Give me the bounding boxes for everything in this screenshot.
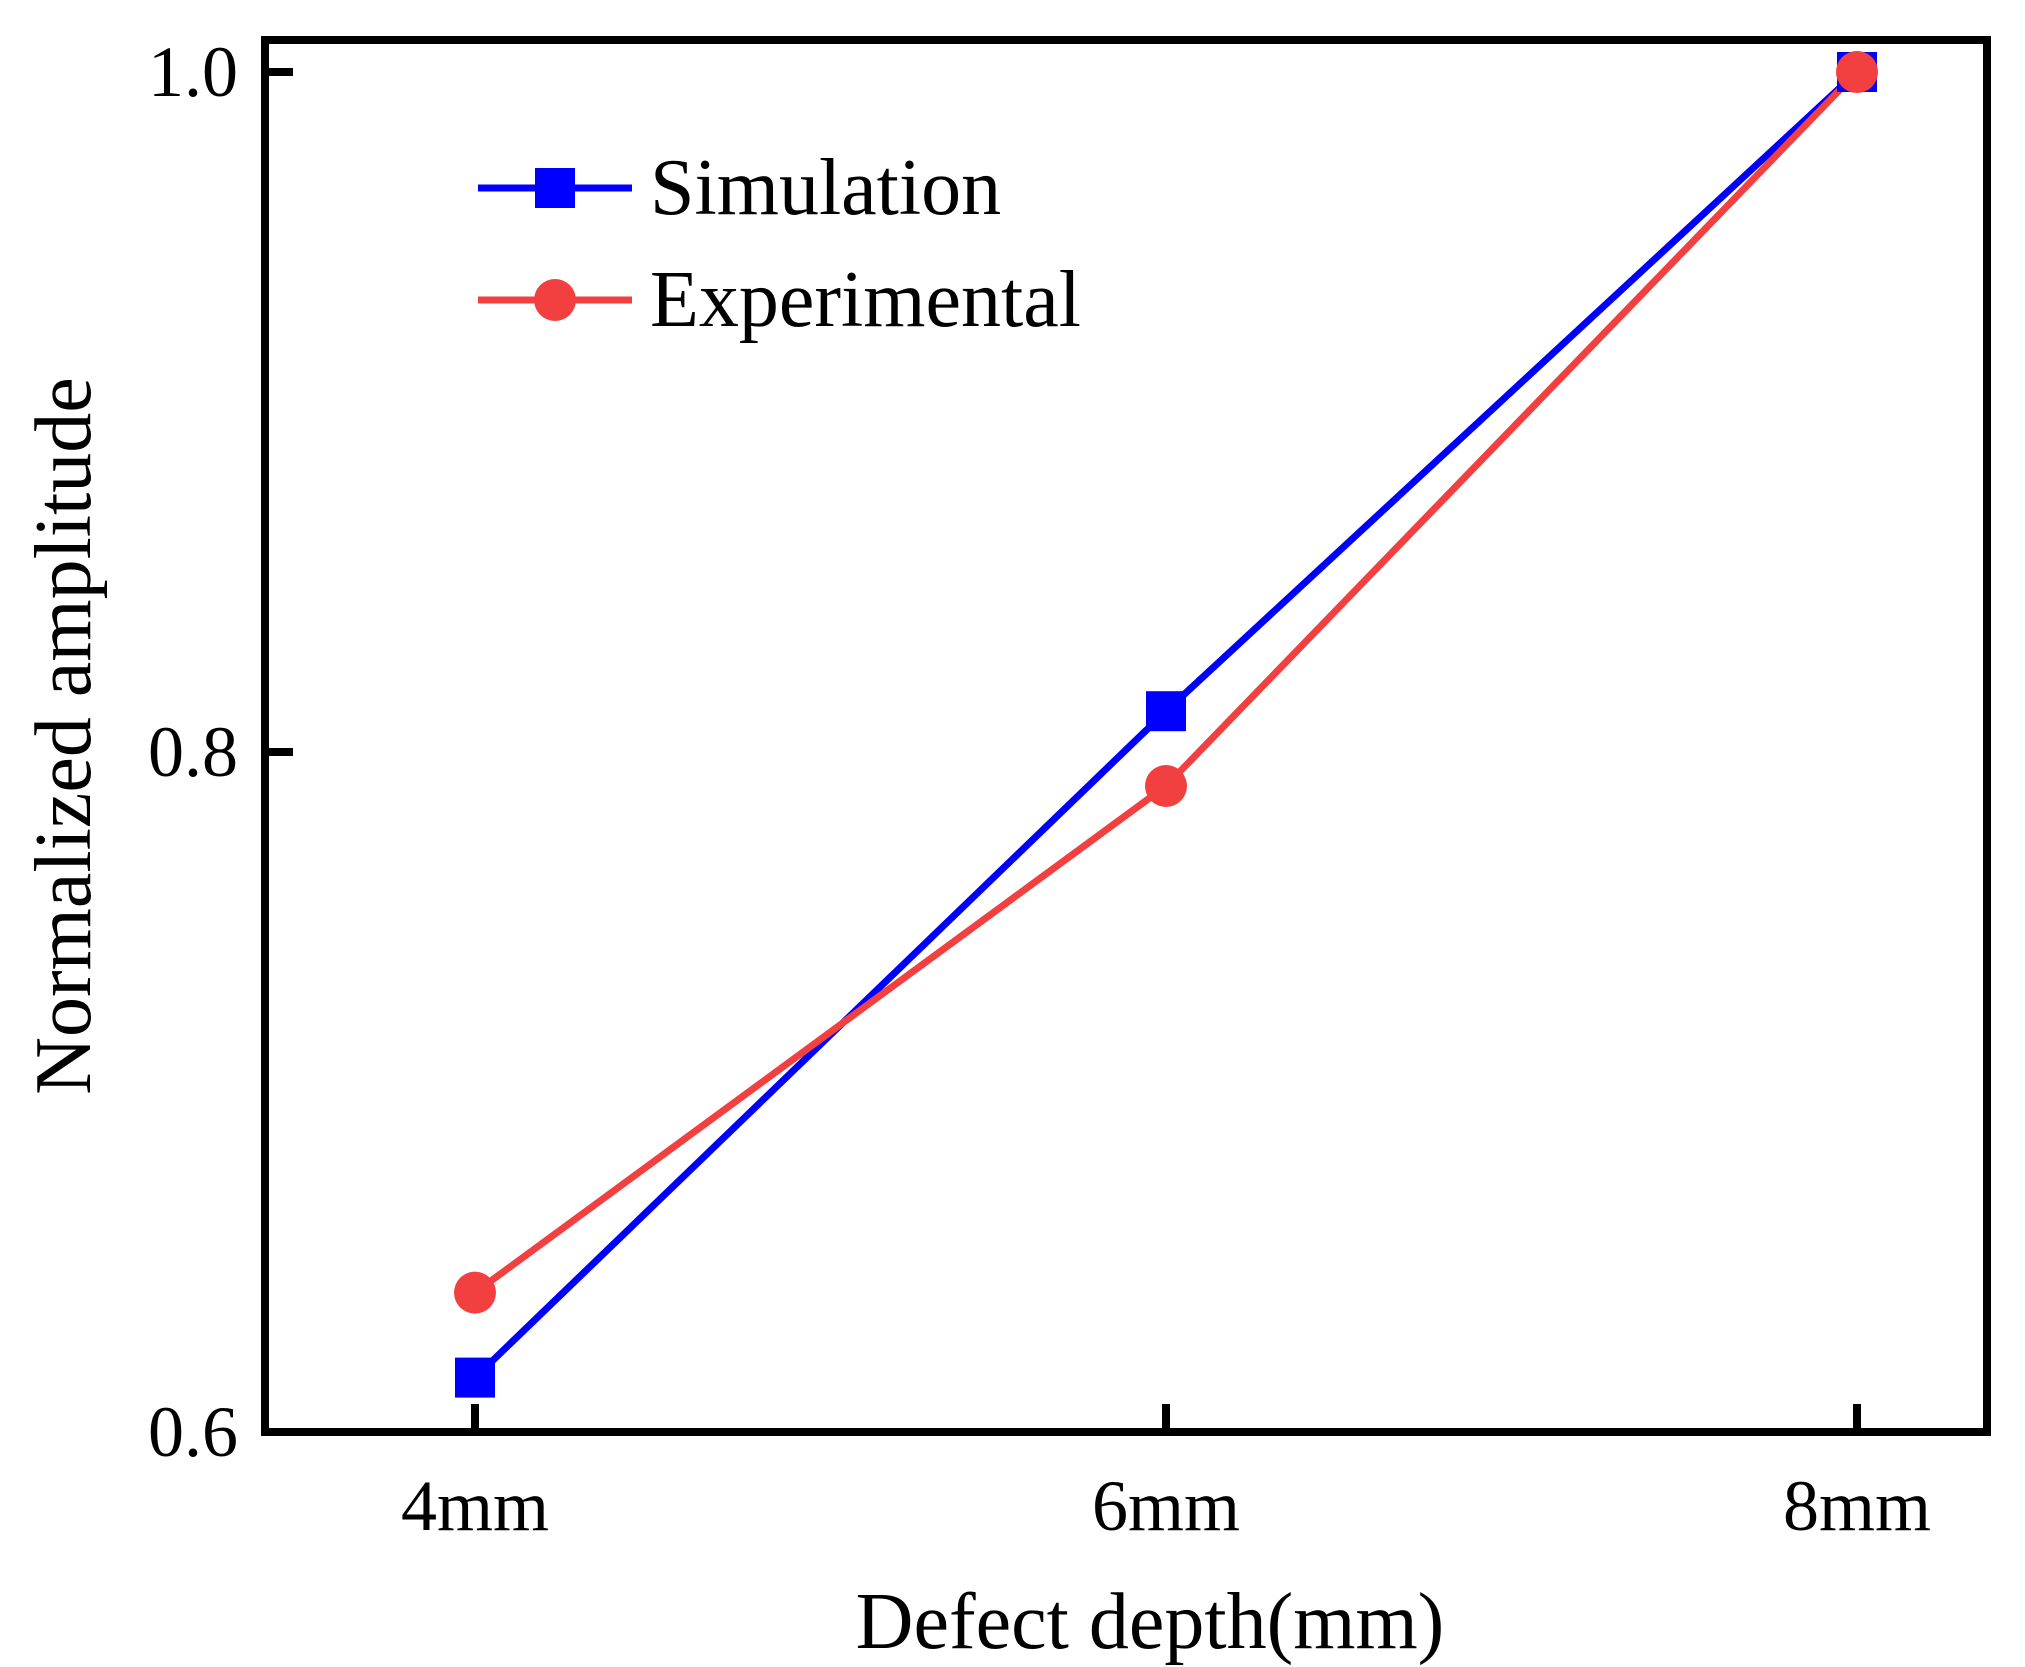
series-layer [454, 51, 1878, 1398]
ticks-layer: 4mm 6mm 8mm 0.6 0.8 1.0 [148, 32, 1931, 1546]
legend-experimental-label: Experimental [650, 256, 1081, 344]
legend-experimental-marker [534, 279, 576, 321]
y-tick-label: 0.6 [148, 1392, 238, 1472]
x-tick-label: 4mm [401, 1466, 549, 1546]
simulation-point [1146, 691, 1186, 732]
legend-simulation-label: Simulation [650, 144, 1001, 232]
plot-frame [261, 36, 1991, 1436]
x-tick-label: 6mm [1092, 1466, 1240, 1546]
legend: Simulation Experimental [478, 144, 1081, 344]
y-tick-label: 0.8 [148, 712, 238, 792]
experimental-point [454, 1271, 496, 1314]
y-tick-label: 1.0 [148, 32, 238, 112]
experimental-point [1145, 765, 1187, 807]
y-axis-label: Normalized amplitude [20, 377, 108, 1095]
legend-simulation-marker [535, 168, 575, 208]
x-axis-label: Defect depth(mm) [856, 1578, 1445, 1666]
experimental-point [1836, 51, 1878, 93]
simulation-point [455, 1357, 495, 1398]
x-tick-label: 8mm [1783, 1466, 1931, 1546]
